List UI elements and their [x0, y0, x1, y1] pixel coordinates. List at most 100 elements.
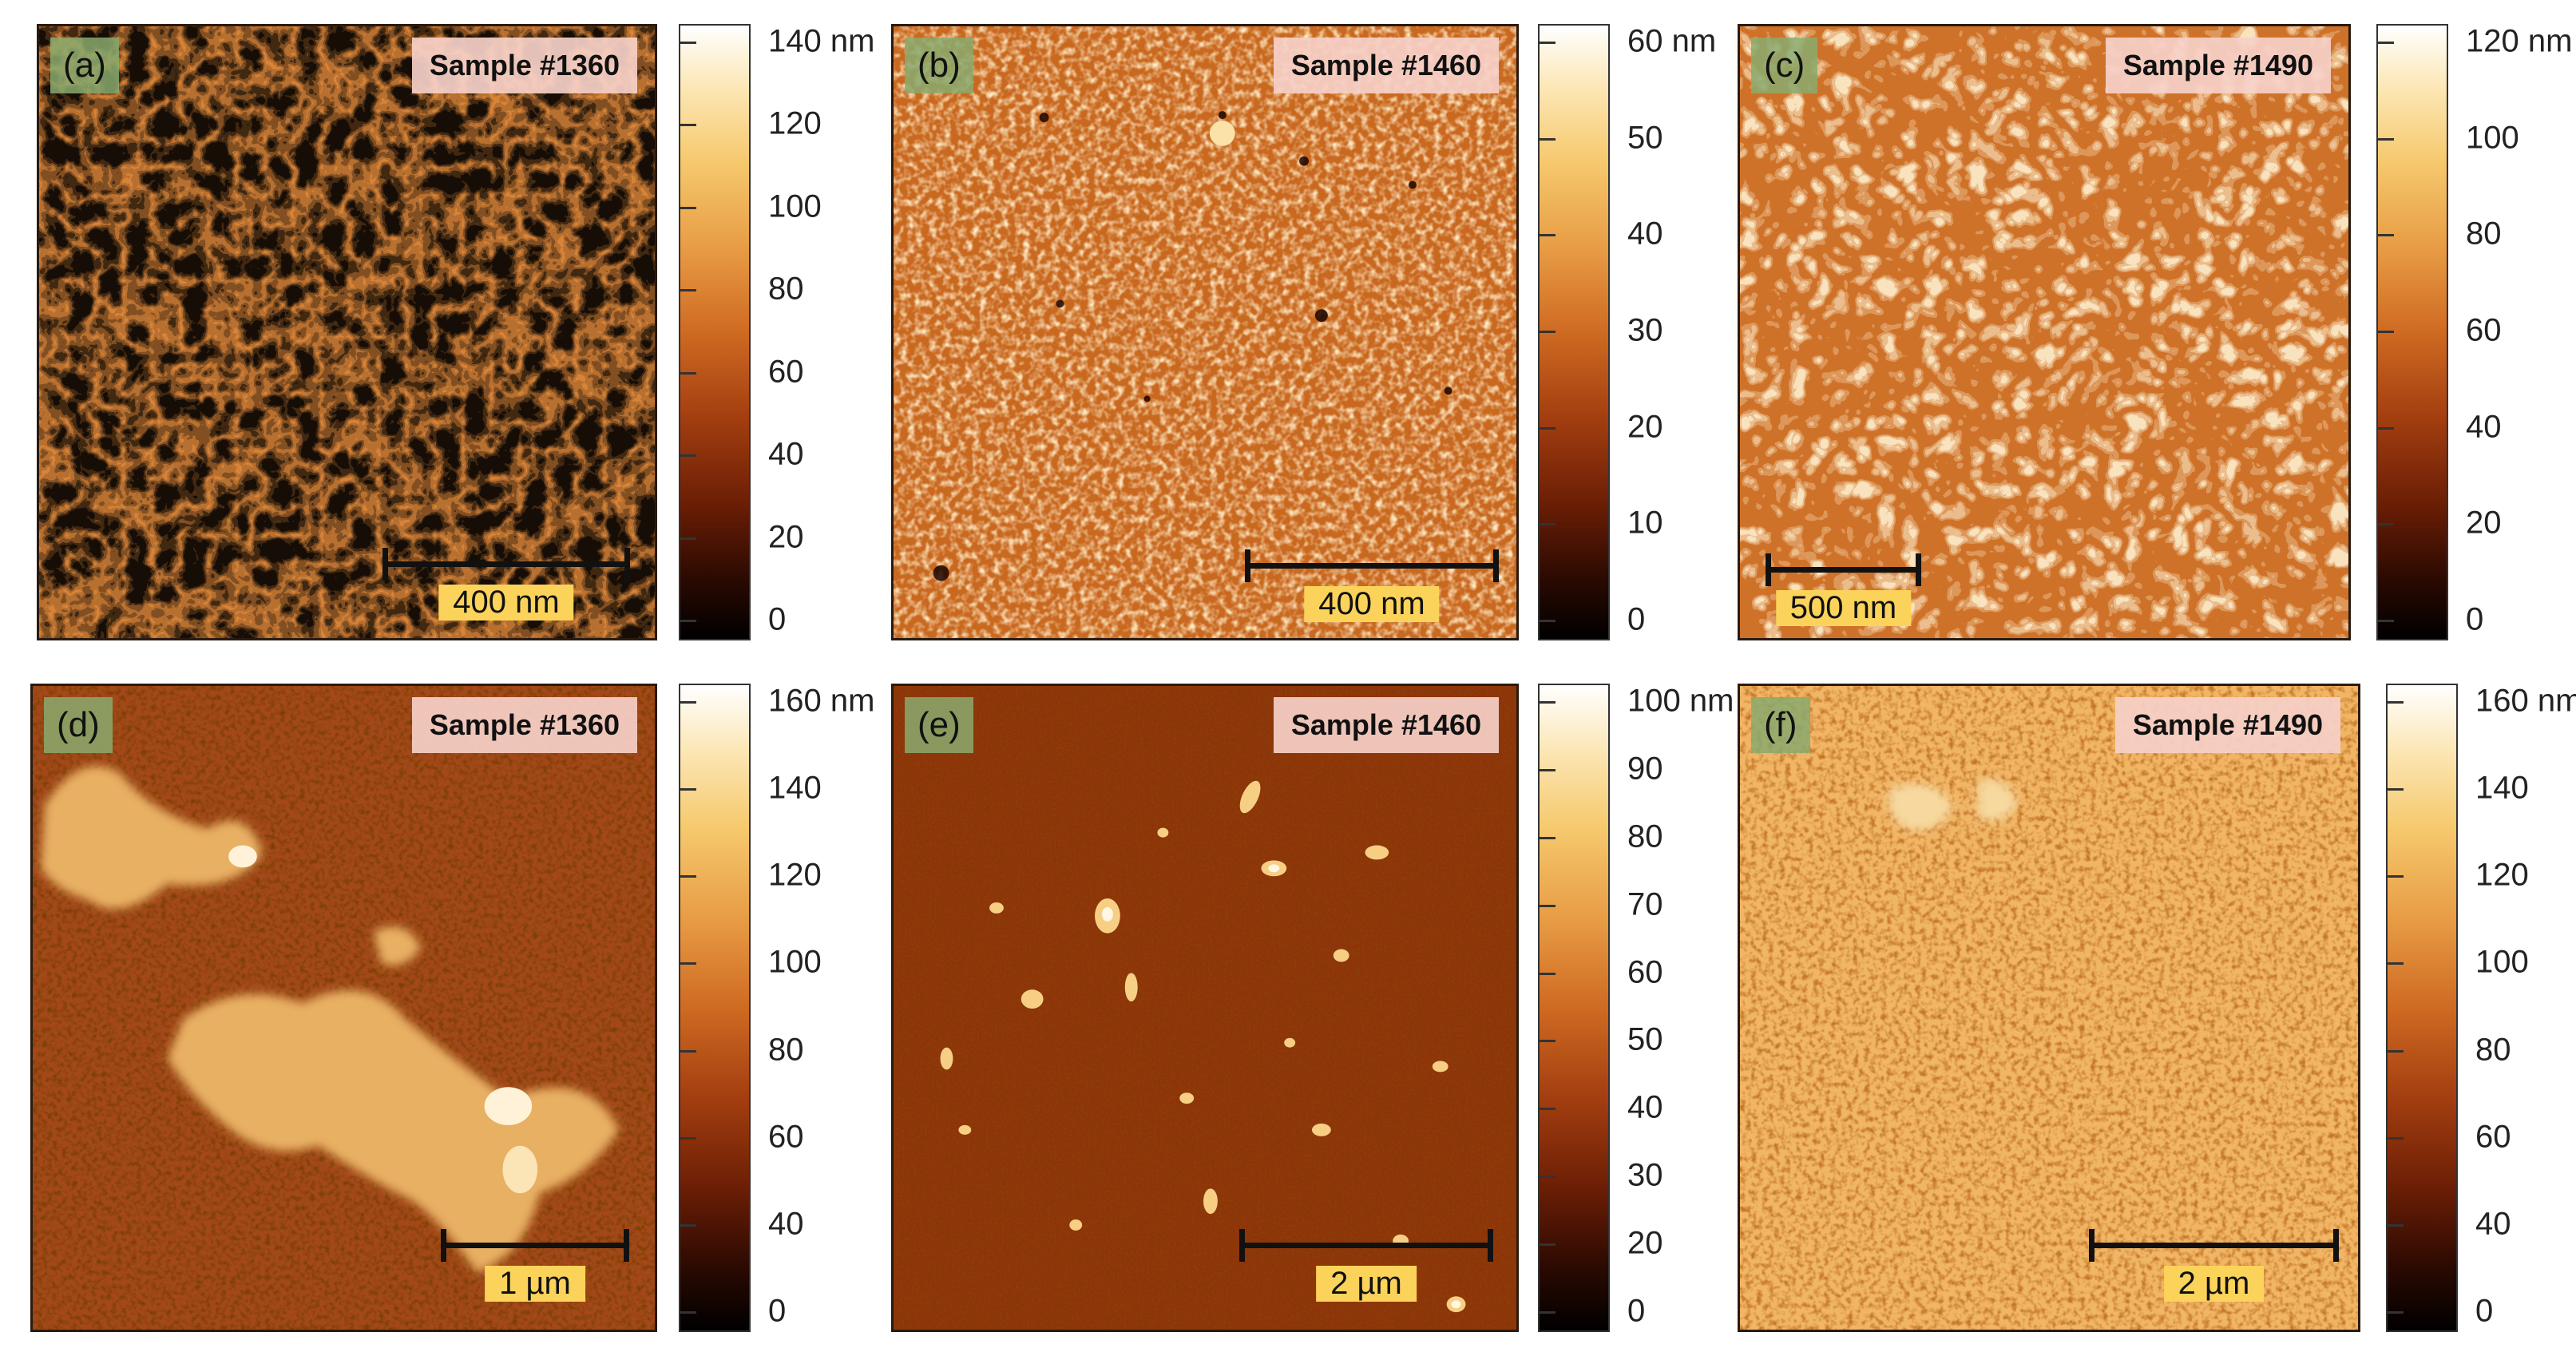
color-scale-tick [2386, 701, 2404, 704]
color-scale-tick-label: 100 [2466, 120, 2519, 156]
panel-letter: (a) [50, 38, 119, 93]
color-scale-tick-label: 20 [1627, 409, 1663, 445]
color-scale-tick-label: 120 nm [2466, 23, 2573, 59]
color-scale-tick [679, 701, 696, 704]
color-scale-tick-label: 120 [2475, 857, 2529, 893]
color-scale-tick [1538, 137, 1556, 141]
color-scale-tick [679, 962, 696, 965]
color-scale-tick [2386, 1311, 2404, 1314]
panel-letter: (d) [44, 697, 113, 753]
sample-label: Sample #1360 [411, 697, 637, 753]
color-scale-tick-label: 80 [768, 271, 804, 307]
sample-label: Sample #1490 [2114, 697, 2340, 753]
color-scale-tick-label: 20 [2466, 505, 2502, 541]
color-scale-tick-label: 100 [768, 944, 822, 980]
color-scale-tick [2376, 234, 2394, 237]
color-scale-bar [1538, 684, 1610, 1332]
color-scale-tick [1538, 1176, 1556, 1179]
color-scale-tick-label: 20 [1627, 1225, 1663, 1261]
color-scale-tick [1538, 234, 1556, 237]
panel-letter: (e) [905, 697, 973, 753]
color-scale-tick-label: 140 [768, 770, 822, 806]
color-scale-bar [679, 24, 751, 640]
color-scale-tick-label: 40 [1627, 1089, 1663, 1125]
color-scale-tick [679, 289, 696, 292]
color-scale-tick-label: 140 [2475, 770, 2529, 806]
color-scale-tick [2376, 137, 2394, 141]
color-scale-tick [1538, 426, 1556, 430]
sample-label: Sample #1360 [411, 38, 637, 93]
color-scale-tick-label: 160 nm [2475, 683, 2576, 719]
color-scale-tick [1538, 836, 1556, 839]
color-scale-tick [2376, 523, 2394, 526]
sample-label: Sample #1460 [1273, 697, 1499, 753]
color-scale-tick-label: 80 [2475, 1032, 2511, 1068]
color-scale-tick-label: 50 [1627, 1021, 1663, 1057]
sample-label: Sample #1490 [2105, 38, 2331, 93]
sample-label: Sample #1460 [1273, 38, 1499, 93]
color-scale-tick [679, 1223, 696, 1227]
color-scale-tick-label: 80 [768, 1032, 804, 1068]
color-scale-tick [2386, 1223, 2404, 1227]
color-scale-tick [1538, 331, 1556, 333]
color-scale-tick [679, 1136, 696, 1140]
color-scale-tick-label: 40 [1627, 216, 1663, 252]
color-scale-tick [1538, 1108, 1556, 1111]
color-scale-tick [1538, 620, 1556, 622]
color-scale-tick-label: 80 [1627, 819, 1663, 854]
scale-bar: 2 µm [1239, 1229, 1493, 1309]
color-scale-tick-label: 0 [2466, 601, 2484, 637]
color-scale-tick [1538, 1040, 1556, 1043]
color-scale-tick [2386, 962, 2404, 965]
scale-bar-label: 400 nm [438, 585, 574, 621]
color-scale-tick [2386, 788, 2404, 791]
color-scale-tick-label: 10 [1627, 505, 1663, 541]
color-scale-tick-label: 0 [2475, 1293, 2494, 1329]
color-scale-tick [2376, 620, 2394, 622]
color-scale-tick-label: 40 [768, 1206, 804, 1242]
color-scale-tick-label: 30 [1627, 312, 1663, 348]
afm-image-f: (f) Sample #1490 2 µm [1738, 684, 2360, 1332]
color-scale-tick [679, 788, 696, 791]
scale-bar: 400 nm [382, 548, 630, 628]
scale-bar-label: 500 nm [1775, 590, 1912, 626]
color-scale-tick [1538, 768, 1556, 771]
color-scale-tick [679, 42, 696, 44]
color-scale-tick-label: 60 [2466, 312, 2502, 348]
color-scale-bar [679, 684, 751, 1332]
color-scale-tick [679, 875, 696, 878]
scale-bar-label: 1 µm [485, 1266, 585, 1302]
color-scale-tick [679, 454, 696, 458]
color-scale-tick-label: 40 [768, 436, 804, 472]
panel-letter: (b) [905, 38, 973, 93]
color-scale-tick-label: 50 [1627, 120, 1663, 156]
afm-image-d: (d) Sample #1360 1 µm [30, 684, 657, 1332]
color-scale-tick-label: 40 [2466, 409, 2502, 445]
color-scale-tick-label: 80 [2466, 216, 2502, 252]
color-scale-tick-label: 160 nm [768, 683, 875, 719]
color-scale-tick-label: 120 [768, 105, 822, 141]
color-scale-tick-label: 100 [768, 188, 822, 224]
scale-bar: 2 µm [2089, 1229, 2339, 1309]
color-scale-tick-label: 30 [1627, 1157, 1663, 1193]
color-scale-tick-label: 0 [1627, 1293, 1646, 1329]
color-scale-tick-label: 70 [1627, 886, 1663, 922]
color-scale-tick [679, 537, 696, 540]
color-scale-tick [679, 1049, 696, 1053]
color-scale-tick [2386, 1136, 2404, 1140]
color-scale-tick [679, 1311, 696, 1314]
color-scale-tick [2376, 426, 2394, 430]
color-scale-tick [1538, 972, 1556, 975]
color-scale-tick-label: 0 [768, 601, 787, 637]
afm-image-e: (e) Sample #1460 2 µm [891, 684, 1519, 1332]
color-scale-tick-label: 0 [768, 1293, 787, 1329]
color-scale-tick-label: 0 [1627, 601, 1646, 637]
color-scale-tick-label: 140 nm [768, 23, 875, 59]
color-scale-tick-label: 90 [1627, 751, 1663, 787]
color-scale-tick [2386, 1049, 2404, 1053]
color-scale-tick-label: 60 [768, 354, 804, 390]
color-scale-tick-label: 100 nm [1627, 683, 1734, 719]
afm-image-b: (b) Sample #1460 400 nm [891, 24, 1519, 640]
scale-bar-label: 400 nm [1304, 586, 1440, 622]
scale-bar: 1 µm [441, 1229, 629, 1309]
